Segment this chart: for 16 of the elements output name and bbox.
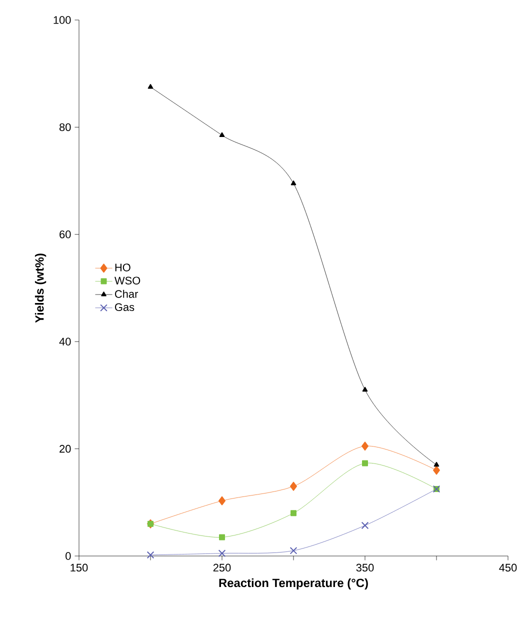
legend-label: Gas [115, 303, 134, 312]
y-tick-label: 40 [59, 338, 71, 346]
legend-label: HO [115, 264, 130, 272]
x-tick-label: 450 [499, 564, 517, 572]
x-tick-label: 350 [356, 564, 374, 572]
legend-label: Char [115, 290, 138, 298]
y-tick-label: 0 [66, 552, 71, 560]
y-axis-title: Yields (wt%) [34, 254, 46, 323]
y-tick-label: 100 [54, 16, 71, 24]
x-tick-label: 250 [213, 564, 231, 572]
y-tick-label: 80 [60, 123, 71, 132]
y-tick-label: 20 [60, 444, 71, 453]
x-tick-label: 150 [70, 564, 88, 572]
legend-label: WSO [114, 276, 140, 284]
x-axis-title: Reaction Temperature (°C) [219, 578, 368, 590]
y-tick-label: 60 [60, 230, 71, 238]
